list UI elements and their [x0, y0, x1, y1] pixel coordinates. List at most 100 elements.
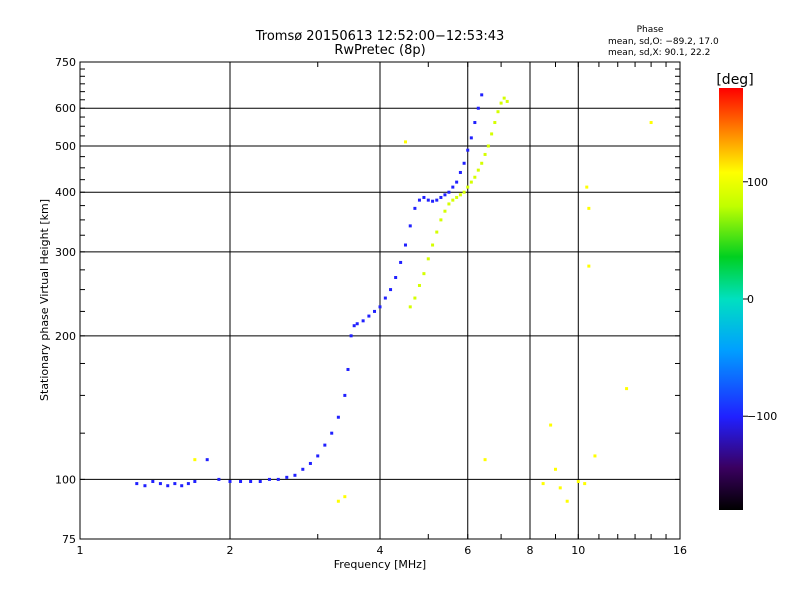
- data-point: [158, 482, 162, 486]
- data-point: [422, 195, 426, 199]
- data-point: [466, 185, 470, 189]
- data-point: [565, 499, 569, 503]
- y-tick-label: 400: [55, 186, 76, 199]
- data-point: [451, 185, 455, 189]
- data-point: [480, 93, 484, 97]
- data-point: [143, 484, 147, 488]
- x-tick-label: 6: [464, 544, 471, 557]
- data-point: [205, 458, 209, 462]
- data-point: [343, 495, 347, 499]
- data-point: [576, 479, 580, 483]
- data-point: [367, 314, 371, 318]
- data-point: [649, 121, 653, 125]
- chart-title: Tromsø 20150613 12:52:00−12:53:43: [255, 29, 505, 44]
- colorbar: [719, 88, 743, 510]
- data-point: [549, 423, 553, 427]
- data-point: [378, 305, 382, 309]
- data-point: [417, 198, 421, 202]
- y-axis-ticks: 75 100 200 300 400 500 600 750: [55, 56, 680, 546]
- data-point: [476, 106, 480, 110]
- data-point: [394, 276, 398, 280]
- data-point: [316, 454, 320, 458]
- data-point: [293, 473, 297, 477]
- y-tick-label: 500: [55, 140, 76, 153]
- data-point: [493, 121, 497, 125]
- x-tick-label: 10: [571, 544, 585, 557]
- data-point: [558, 486, 562, 490]
- data-point: [355, 322, 359, 326]
- data-point: [361, 319, 365, 323]
- x-axis-ticks: 1 2 4 6 8 10 16: [77, 62, 687, 557]
- data-points: [135, 93, 653, 503]
- data-point: [587, 264, 591, 268]
- data-point: [217, 477, 221, 481]
- colorbar-tick-label: 100: [747, 176, 768, 189]
- data-point: [193, 458, 197, 462]
- x-tick-label: 2: [227, 544, 234, 557]
- data-point: [476, 168, 480, 172]
- data-point: [276, 477, 280, 481]
- data-point: [469, 136, 473, 140]
- data-point: [483, 152, 487, 156]
- data-point: [455, 195, 459, 199]
- data-point: [486, 144, 490, 148]
- y-tick-label: 100: [55, 473, 76, 486]
- data-point: [135, 482, 139, 486]
- x-tick-label: 8: [527, 544, 534, 557]
- x-tick-label: 16: [673, 544, 687, 557]
- data-point: [352, 324, 356, 328]
- data-point: [451, 198, 455, 202]
- data-point: [422, 272, 426, 276]
- data-point: [186, 482, 190, 486]
- data-point: [323, 443, 327, 447]
- data-point: [426, 198, 430, 202]
- phase-info-x: mean, sd,X: 90.1, 22.2: [608, 48, 710, 58]
- data-point: [336, 415, 340, 419]
- data-point: [462, 190, 466, 194]
- data-point: [403, 140, 407, 144]
- data-point: [505, 99, 509, 103]
- data-point: [173, 482, 177, 486]
- data-point: [180, 484, 184, 488]
- data-point: [447, 202, 451, 206]
- data-point: [458, 170, 462, 174]
- data-point: [587, 206, 591, 210]
- data-point: [228, 479, 232, 483]
- data-point: [330, 431, 334, 435]
- data-point: [267, 477, 271, 481]
- data-point: [285, 475, 289, 479]
- y-tick-label: 75: [62, 533, 76, 546]
- data-point: [166, 484, 170, 488]
- data-point: [447, 190, 451, 194]
- data-point: [541, 482, 545, 486]
- data-point: [625, 387, 629, 391]
- data-point: [458, 193, 462, 197]
- data-point: [583, 482, 587, 486]
- data-point: [336, 499, 340, 503]
- colorbar-ticks: 100 0 −100: [743, 176, 777, 423]
- data-point: [455, 180, 459, 184]
- y-tick-label: 750: [55, 56, 76, 69]
- data-point: [553, 467, 557, 471]
- data-point: [403, 243, 407, 247]
- phase-info-title: Phase: [637, 25, 664, 35]
- data-point: [408, 305, 412, 309]
- colorbar-tick-label: −100: [747, 410, 777, 423]
- x-axis-label: Frequency [MHz]: [334, 558, 426, 571]
- data-point: [490, 132, 494, 136]
- colorbar-label: [deg]: [716, 72, 753, 88]
- y-tick-label: 600: [55, 102, 76, 115]
- data-point: [417, 283, 421, 287]
- data-point: [373, 309, 377, 313]
- data-point: [413, 296, 417, 300]
- data-point: [439, 195, 443, 199]
- y-tick-label: 200: [55, 330, 76, 343]
- data-point: [593, 454, 597, 458]
- data-point: [435, 230, 439, 234]
- data-point: [462, 161, 466, 165]
- data-point: [473, 121, 477, 125]
- data-point: [585, 185, 589, 189]
- data-point: [431, 199, 435, 203]
- data-point: [249, 479, 253, 483]
